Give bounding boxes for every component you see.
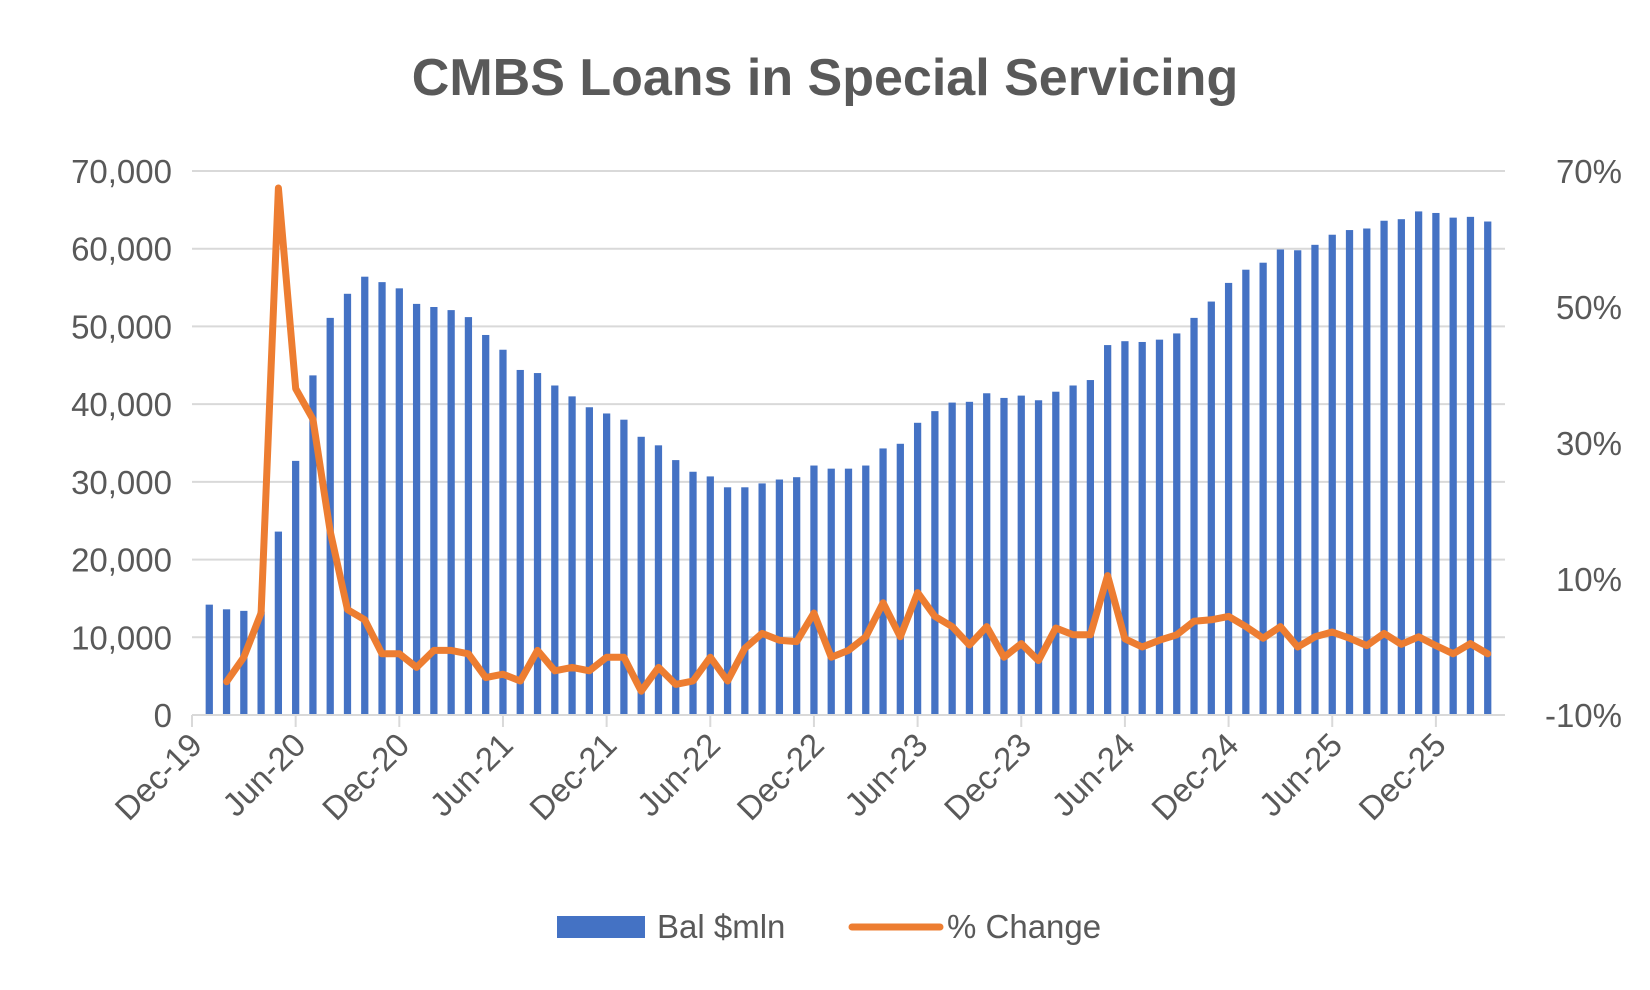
left-y-tick-label: 10,000 — [71, 619, 172, 656]
bar — [1000, 397, 1008, 715]
bar — [430, 307, 438, 715]
bar — [948, 402, 956, 715]
bar — [1069, 385, 1077, 715]
bar — [551, 385, 559, 715]
left-y-tick-label: 30,000 — [71, 464, 172, 501]
bar — [1363, 228, 1371, 715]
bar — [585, 407, 593, 715]
bar — [913, 422, 922, 715]
right-y-tick-label: 70% — [1556, 153, 1622, 190]
bar — [464, 317, 473, 715]
left-y-tick-label: 50,000 — [71, 308, 172, 345]
bar — [706, 476, 714, 715]
right-y-axis: -10% 10% 30% 50% 70% — [1545, 153, 1622, 734]
bar — [1224, 282, 1233, 715]
bar — [499, 349, 507, 715]
legend-label-change: % Change — [947, 908, 1101, 945]
x-axis — [191, 714, 1505, 727]
bar — [1086, 380, 1094, 715]
chart-title: CMBS Loans in Special Servicing — [412, 49, 1238, 107]
bar — [1345, 230, 1354, 715]
bar — [1034, 400, 1043, 715]
bar — [516, 369, 524, 715]
bar — [361, 276, 369, 715]
bar — [205, 604, 213, 715]
bar — [292, 460, 300, 715]
bar — [844, 468, 853, 715]
bar — [1466, 216, 1475, 715]
bar — [672, 460, 680, 715]
bar — [1432, 212, 1440, 716]
right-y-tick-label: 50% — [1556, 289, 1622, 326]
bar — [741, 487, 749, 715]
left-y-tick-label: 20,000 — [71, 542, 172, 579]
right-y-tick-label: 30% — [1556, 425, 1622, 462]
right-y-tick-label: -10% — [1545, 697, 1622, 734]
bar — [378, 282, 386, 715]
bar — [343, 293, 352, 715]
left-y-tick-label: 70,000 — [71, 153, 172, 190]
bar — [568, 396, 576, 715]
bar — [1138, 341, 1146, 715]
left-y-tick-label: 0 — [154, 697, 172, 734]
left-y-tick-label: 40,000 — [71, 386, 172, 423]
bar — [447, 310, 455, 715]
bar — [1328, 234, 1336, 715]
legend: Bal $mln % Change — [557, 908, 1101, 945]
bar — [1017, 395, 1025, 715]
bar — [983, 393, 991, 715]
bar — [620, 419, 628, 715]
bar — [793, 477, 801, 715]
bar — [723, 487, 732, 715]
bar — [1276, 249, 1285, 715]
bar — [1259, 262, 1267, 715]
bar — [222, 609, 231, 715]
bar — [654, 445, 663, 715]
legend-swatch-bal — [557, 916, 645, 938]
bar — [810, 465, 818, 715]
bar — [965, 401, 974, 715]
bar — [1380, 220, 1388, 716]
bar — [603, 413, 611, 715]
bar — [862, 465, 870, 715]
bar — [1484, 221, 1492, 715]
legend-label-bal: Bal $mln — [657, 908, 785, 945]
bar — [1397, 219, 1405, 715]
line-series — [223, 184, 1492, 695]
bar — [395, 288, 403, 715]
bar — [482, 334, 490, 715]
bar — [1173, 333, 1181, 715]
bar — [1311, 244, 1319, 716]
bar — [931, 411, 939, 715]
bar — [689, 471, 697, 715]
bar — [533, 373, 542, 715]
right-y-tick-label: 10% — [1556, 561, 1622, 598]
bar — [257, 611, 265, 715]
change-line — [223, 184, 1492, 695]
bar — [1207, 301, 1215, 715]
bar — [1052, 391, 1060, 715]
bar — [1414, 211, 1423, 715]
bar — [1449, 217, 1457, 715]
bar — [879, 448, 887, 715]
bar — [637, 436, 645, 715]
left-y-axis: 0 10,000 20,000 30,000 40,000 50,000 60,000 70,… — [71, 153, 172, 734]
bar — [309, 375, 317, 715]
bar — [412, 303, 421, 715]
bar — [1104, 345, 1112, 715]
bar — [1242, 269, 1250, 715]
bar — [274, 531, 283, 715]
left-y-tick-label: 60,000 — [71, 231, 172, 268]
bar — [1155, 339, 1164, 715]
bar — [758, 483, 766, 715]
bar — [775, 479, 784, 715]
bar — [1121, 341, 1129, 715]
bar — [1294, 250, 1302, 716]
bar — [1190, 317, 1198, 715]
bar — [827, 468, 835, 715]
bar — [896, 443, 904, 715]
